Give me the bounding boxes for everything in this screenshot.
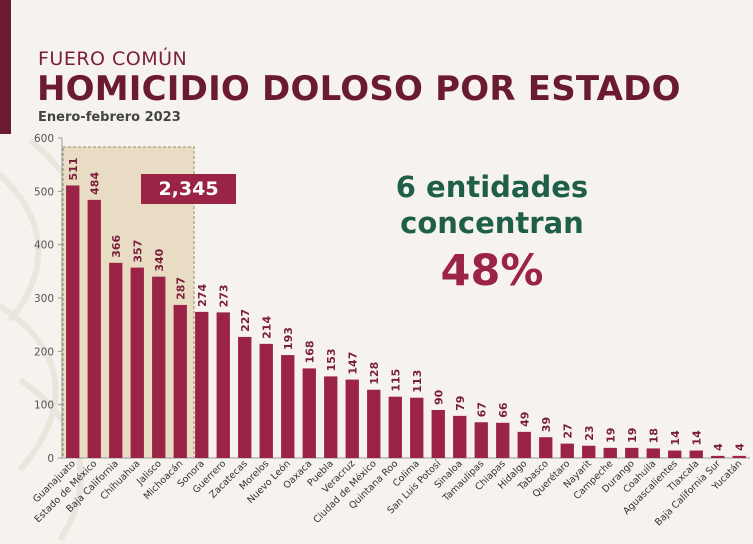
bar-value-label: 19 (604, 428, 617, 443)
summary-percent: 48% (440, 246, 544, 296)
bar-value-label: 484 (88, 172, 101, 195)
bar (431, 410, 445, 458)
accent-bar (0, 0, 11, 134)
bar (173, 304, 187, 458)
summary-line-1: 6 entidades (395, 170, 589, 204)
bar-value-label: 340 (153, 248, 166, 271)
bar (732, 455, 746, 458)
bar (496, 422, 510, 458)
bar-value-label: 357 (131, 240, 144, 263)
bar (302, 368, 316, 458)
bar-value-label: 147 (346, 352, 359, 375)
bar (216, 312, 230, 458)
bar (668, 450, 682, 458)
bar-value-label: 18 (647, 428, 660, 443)
bar-value-label: 168 (303, 340, 316, 363)
bar-value-label: 66 (497, 402, 510, 418)
bar (646, 448, 660, 458)
chart-period: Enero-febrero 2023 (38, 110, 181, 125)
bar-value-label: 287 (174, 277, 187, 300)
bar-value-label: 115 (389, 369, 402, 392)
bar-value-label: 23 (583, 425, 596, 440)
bar (410, 397, 424, 458)
bar-value-label: 113 (411, 370, 424, 393)
bar (453, 415, 467, 458)
bar (259, 343, 273, 458)
bar (324, 376, 338, 458)
bar-value-label: 511 (67, 157, 80, 180)
bar-value-label: 227 (239, 309, 252, 332)
bar-value-label: 4 (733, 443, 746, 451)
bar (711, 455, 725, 458)
bar (603, 447, 617, 458)
bar-value-label: 90 (432, 389, 445, 405)
bar-value-label: 19 (626, 428, 639, 443)
bar-value-label: 67 (475, 402, 488, 417)
bar-value-label: 128 (368, 362, 381, 385)
bar (517, 431, 531, 458)
chart-subtitle: FUERO COMÚN (38, 48, 188, 70)
bar-value-label: 193 (282, 327, 295, 350)
bar (345, 379, 359, 458)
bar-value-label: 49 (518, 412, 531, 427)
y-tick-label: 200 (34, 346, 54, 358)
bar-value-label: 153 (325, 348, 338, 371)
bar-value-label: 27 (561, 423, 574, 438)
bar-value-label: 14 (669, 430, 682, 446)
bar (195, 311, 209, 458)
bar-value-label: 4 (712, 443, 725, 451)
bar-value-label: 366 (110, 234, 123, 257)
bar-value-label: 39 (540, 417, 553, 432)
bar (582, 445, 596, 458)
y-tick-label: 300 (34, 293, 54, 305)
bar (474, 422, 488, 458)
bar (281, 355, 295, 458)
y-tick-label: 600 (34, 133, 54, 145)
bar (625, 447, 639, 458)
bar (388, 396, 402, 458)
bar (539, 437, 553, 458)
y-tick-label: 0 (47, 453, 54, 465)
bar (367, 389, 381, 458)
bar (689, 450, 703, 458)
bar (152, 276, 166, 458)
highlight-total-badge: 2,345 (141, 174, 236, 204)
bar (130, 267, 144, 458)
bar (109, 262, 123, 458)
bar (560, 443, 574, 458)
bar (238, 336, 252, 458)
bar (87, 199, 101, 458)
y-tick-label: 400 (34, 240, 54, 252)
bar (66, 185, 80, 458)
y-tick-label: 500 (34, 186, 54, 198)
bar-value-label: 214 (260, 316, 273, 339)
summary-line-2: concentran (400, 206, 584, 240)
bar-value-label: 79 (454, 396, 467, 411)
bar-value-label: 273 (217, 284, 230, 307)
chart-title: HOMICIDIO DOLOSO POR ESTADO (37, 69, 681, 109)
y-tick-label: 100 (34, 400, 54, 412)
bar-value-label: 14 (690, 430, 703, 446)
bar-value-label: 274 (196, 284, 209, 307)
